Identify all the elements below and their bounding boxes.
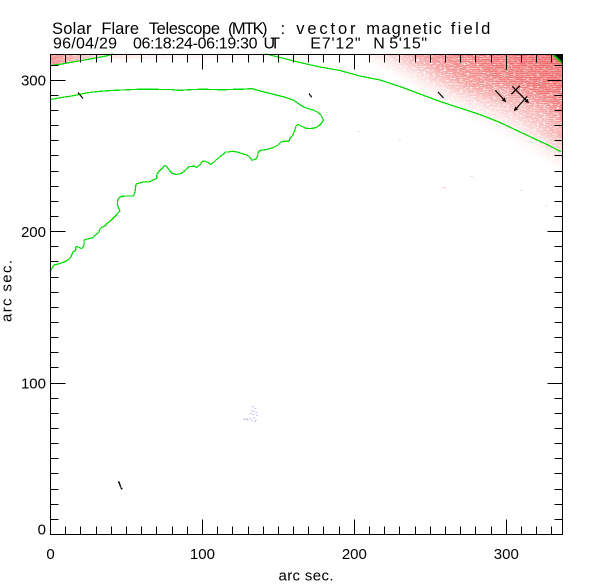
svg-text:(MTK): (MTK) (228, 20, 268, 38)
svg-text:200: 200 (342, 546, 367, 563)
svg-text:100: 100 (190, 546, 215, 563)
svg-text:arc sec.: arc sec. (0, 260, 16, 322)
svg-text:Flare: Flare (101, 20, 139, 38)
svg-text::: : (281, 20, 286, 38)
svg-text:E: E (310, 35, 321, 52)
svg-text:5'15": 5'15" (389, 35, 427, 52)
svg-text:96/04/29: 96/04/29 (53, 35, 117, 52)
svg-text:vector: vector (296, 20, 356, 38)
svg-text:300: 300 (494, 546, 519, 563)
svg-text:7'12": 7'12" (322, 35, 361, 52)
svg-text:N: N (373, 35, 385, 52)
svg-text:Solar: Solar (52, 20, 92, 38)
svg-text:200: 200 (21, 224, 46, 241)
svg-text:0: 0 (38, 522, 46, 539)
svg-text:06:18:24-06:19:30: 06:18:24-06:19:30 (133, 35, 258, 52)
svg-text:magnetic: magnetic (366, 20, 442, 38)
svg-text:0: 0 (46, 546, 54, 563)
svg-text:Telescope: Telescope (149, 20, 220, 38)
svg-text:100: 100 (21, 375, 46, 392)
svg-text:300: 300 (21, 73, 46, 90)
svg-text:UT: UT (264, 35, 281, 52)
svg-text:field: field (451, 20, 491, 38)
svg-text:arc sec.: arc sec. (279, 568, 334, 585)
